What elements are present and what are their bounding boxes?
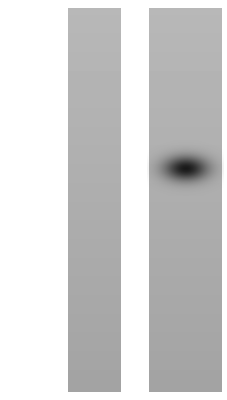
Bar [68,8,120,392]
Bar [148,8,220,392]
